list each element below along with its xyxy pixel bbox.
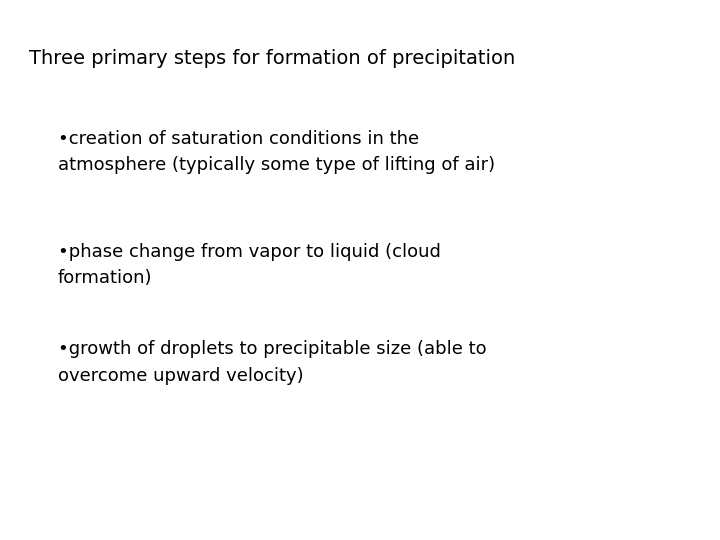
Text: •creation of saturation conditions in the
atmosphere (typically some type of lif: •creation of saturation conditions in th… [58, 130, 495, 174]
Text: Three primary steps for formation of precipitation: Three primary steps for formation of pre… [29, 49, 515, 68]
Text: •phase change from vapor to liquid (cloud
formation): •phase change from vapor to liquid (clou… [58, 243, 441, 287]
Text: •growth of droplets to precipitable size (able to
overcome upward velocity): •growth of droplets to precipitable size… [58, 340, 486, 384]
